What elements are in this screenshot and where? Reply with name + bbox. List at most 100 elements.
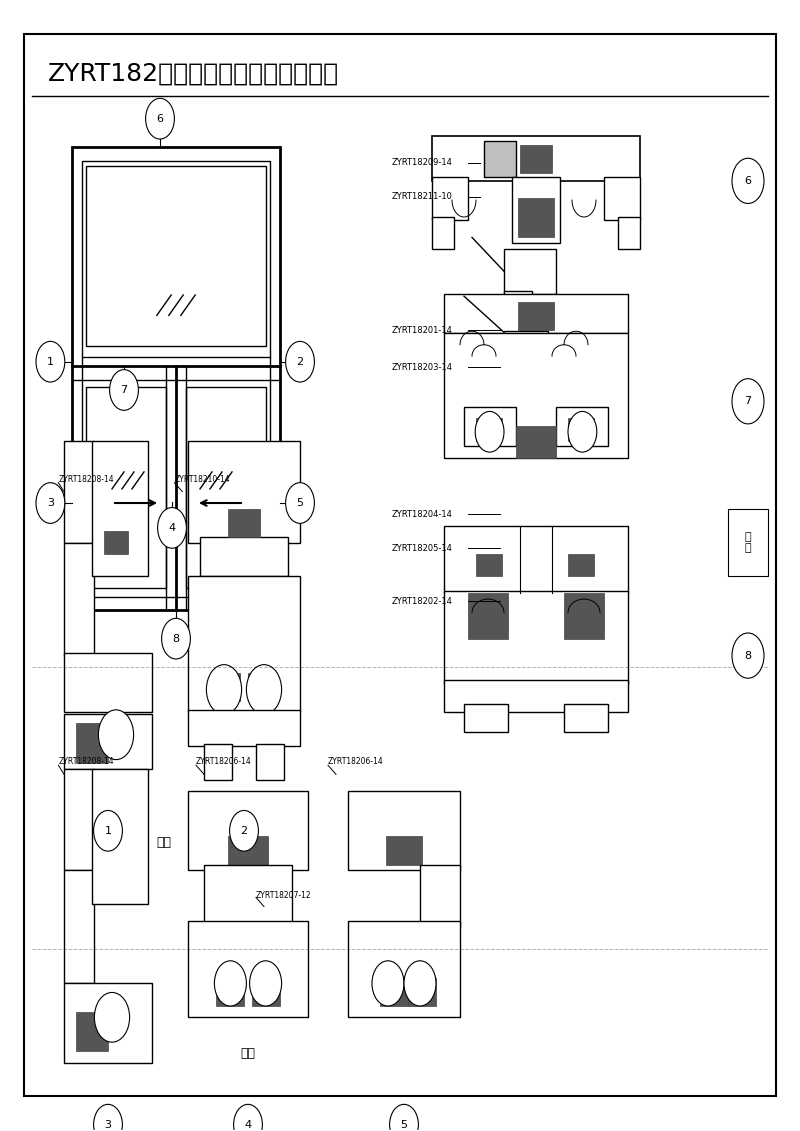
Bar [86, 166, 266, 346]
Circle shape [732, 158, 764, 204]
Circle shape [404, 961, 436, 1005]
Bar [204, 744, 232, 780]
Bar [432, 136, 640, 181]
Circle shape [390, 1104, 418, 1131]
Bar [188, 922, 308, 1017]
Bar [92, 441, 148, 577]
Text: ZYRT18203-14: ZYRT18203-14 [392, 363, 453, 372]
Text: 5: 5 [401, 1120, 407, 1130]
Circle shape [286, 483, 314, 524]
Bar [82, 161, 270, 597]
Bar [512, 178, 560, 243]
Bar [520, 145, 552, 173]
Circle shape [94, 811, 122, 852]
Text: ZYRT182系列穿条隔热推拉窗结构图: ZYRT182系列穿条隔热推拉窗结构图 [48, 61, 339, 86]
Text: ZYRT18208-14: ZYRT18208-14 [58, 758, 114, 767]
Bar [568, 554, 594, 577]
Bar [188, 792, 308, 871]
Bar [256, 744, 284, 780]
Text: ZYRT18206-14: ZYRT18206-14 [196, 758, 252, 767]
Text: ZYRT18205-14: ZYRT18205-14 [392, 544, 453, 553]
Bar [444, 592, 628, 684]
Bar [420, 865, 460, 927]
Bar [248, 673, 276, 701]
Text: 5: 5 [297, 498, 303, 508]
Bar [204, 865, 292, 927]
Bar [76, 724, 108, 763]
Bar [432, 178, 468, 221]
Bar [228, 837, 268, 865]
Bar [556, 407, 608, 447]
Bar [188, 577, 300, 713]
Circle shape [158, 508, 186, 549]
Bar [72, 147, 280, 611]
Text: ZYRT18210-14: ZYRT18210-14 [174, 475, 230, 484]
Circle shape [214, 961, 246, 1005]
Circle shape [286, 342, 314, 382]
Bar [188, 441, 300, 543]
Bar [444, 294, 628, 334]
Text: 6: 6 [745, 175, 751, 185]
Bar [444, 681, 628, 713]
Bar [484, 141, 516, 178]
Text: 2: 2 [297, 356, 303, 366]
Text: ZYRT18207-12: ZYRT18207-12 [256, 891, 312, 900]
Circle shape [732, 633, 764, 679]
Text: 室
外: 室 外 [745, 532, 751, 553]
Bar [348, 922, 460, 1017]
Text: 室外: 室外 [241, 1047, 255, 1060]
Text: 4: 4 [169, 523, 175, 533]
FancyBboxPatch shape [728, 509, 768, 577]
Bar [464, 407, 516, 447]
Text: ZYRT18202-14: ZYRT18202-14 [392, 597, 453, 606]
Text: ZYRT18209-14: ZYRT18209-14 [392, 158, 453, 167]
Bar [408, 978, 436, 1005]
Circle shape [250, 961, 282, 1005]
Text: 1: 1 [47, 356, 54, 366]
Bar [92, 769, 148, 905]
Bar [64, 543, 94, 656]
Bar [64, 654, 152, 713]
Bar [432, 217, 454, 249]
Bar [64, 871, 94, 984]
Circle shape [234, 1104, 262, 1131]
Circle shape [568, 412, 597, 452]
Text: 2: 2 [241, 826, 247, 836]
Circle shape [36, 342, 65, 382]
Circle shape [475, 412, 504, 452]
Bar [64, 984, 152, 1062]
Circle shape [110, 370, 138, 411]
Bar [504, 291, 532, 334]
Bar [510, 300, 533, 328]
Text: 6: 6 [157, 114, 163, 123]
Bar [518, 302, 554, 330]
Text: 4: 4 [245, 1120, 251, 1130]
Bar [64, 441, 94, 543]
Bar [564, 705, 608, 733]
Bar [252, 978, 280, 1005]
Bar [76, 1011, 108, 1051]
Bar [504, 331, 548, 356]
Bar [518, 198, 554, 238]
Circle shape [98, 710, 134, 760]
Text: 室外: 室外 [157, 836, 171, 848]
Bar [380, 978, 408, 1005]
Text: 8: 8 [745, 650, 751, 661]
Text: 1: 1 [105, 826, 111, 836]
Bar [568, 418, 594, 441]
Bar [216, 978, 244, 1005]
Text: ZYRT18201-14: ZYRT18201-14 [392, 326, 453, 335]
Text: ZYRT18204-14: ZYRT18204-14 [392, 510, 453, 519]
Text: 3: 3 [47, 498, 54, 508]
Bar [516, 426, 556, 458]
Text: ZYRT18206-14: ZYRT18206-14 [328, 758, 384, 767]
Bar [212, 673, 240, 701]
Bar [104, 532, 128, 554]
Bar [618, 217, 640, 249]
Bar [444, 334, 628, 458]
Circle shape [94, 992, 130, 1042]
Circle shape [146, 98, 174, 139]
Bar [386, 837, 422, 865]
Circle shape [732, 379, 764, 424]
Text: 3: 3 [105, 1120, 111, 1130]
